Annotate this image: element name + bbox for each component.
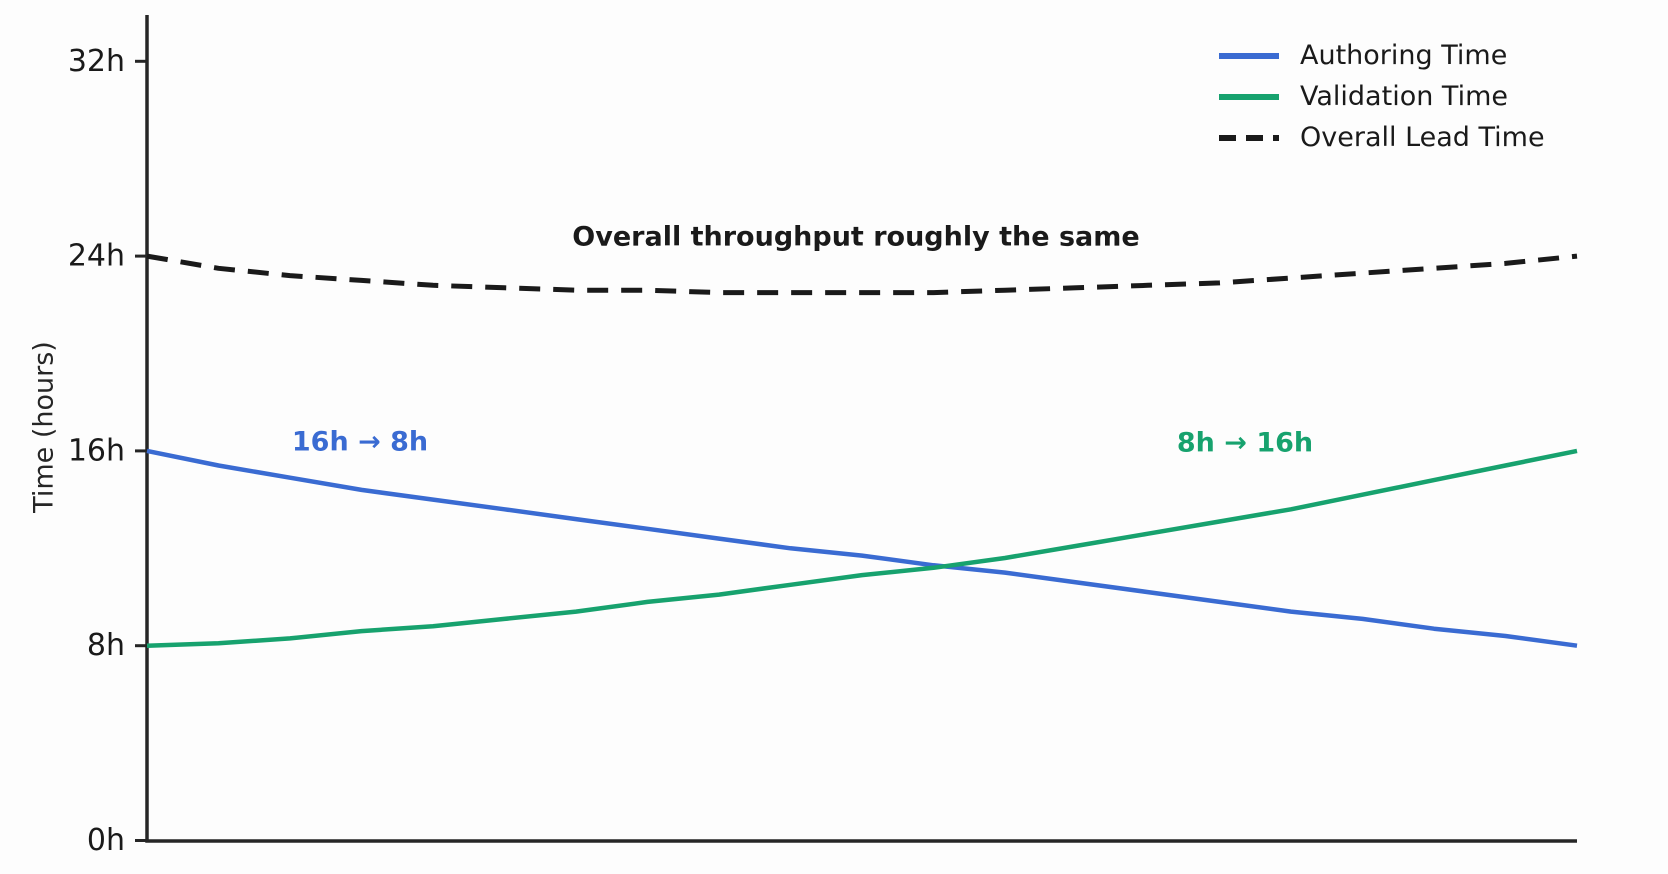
annotation-validation-change: 8h → 16h [1176, 427, 1314, 459]
y-tick-label: 8h [87, 628, 125, 663]
legend-label-authoring-time: Authoring Time [1300, 40, 1508, 71]
series-line-overall-lead-time [146, 253, 1578, 296]
annotation-overall-throughput: Overall throughput roughly the same [572, 221, 1140, 253]
series-line-authoring-time [146, 448, 1578, 648]
legend-swatch-authoring-line [1219, 52, 1279, 59]
annotation-authoring-change: 16h → 8h [291, 426, 429, 458]
legend-swatch-overall-dashed-line [1219, 134, 1279, 141]
legend-item-authoring-time: Authoring Time [1218, 35, 1545, 76]
y-tick-label: 16h [68, 433, 125, 468]
series-line-validation-time [146, 448, 1578, 648]
y-tick-label: 24h [68, 239, 125, 274]
legend-label-validation-time: Validation Time [1300, 81, 1508, 112]
legend: Authoring Time Validation Time Overall L… [1218, 35, 1545, 158]
y-axis-label: Time (hours) [28, 341, 60, 513]
legend-label-overall-lead-time: Overall Lead Time [1300, 122, 1545, 153]
y-tick-label: 32h [68, 44, 125, 79]
legend-swatch-validation-line [1219, 93, 1279, 100]
legend-item-overall-lead-time: Overall Lead Time [1218, 117, 1545, 158]
legend-item-validation-time: Validation Time [1218, 76, 1545, 117]
y-tick-label: 0h [87, 823, 125, 858]
